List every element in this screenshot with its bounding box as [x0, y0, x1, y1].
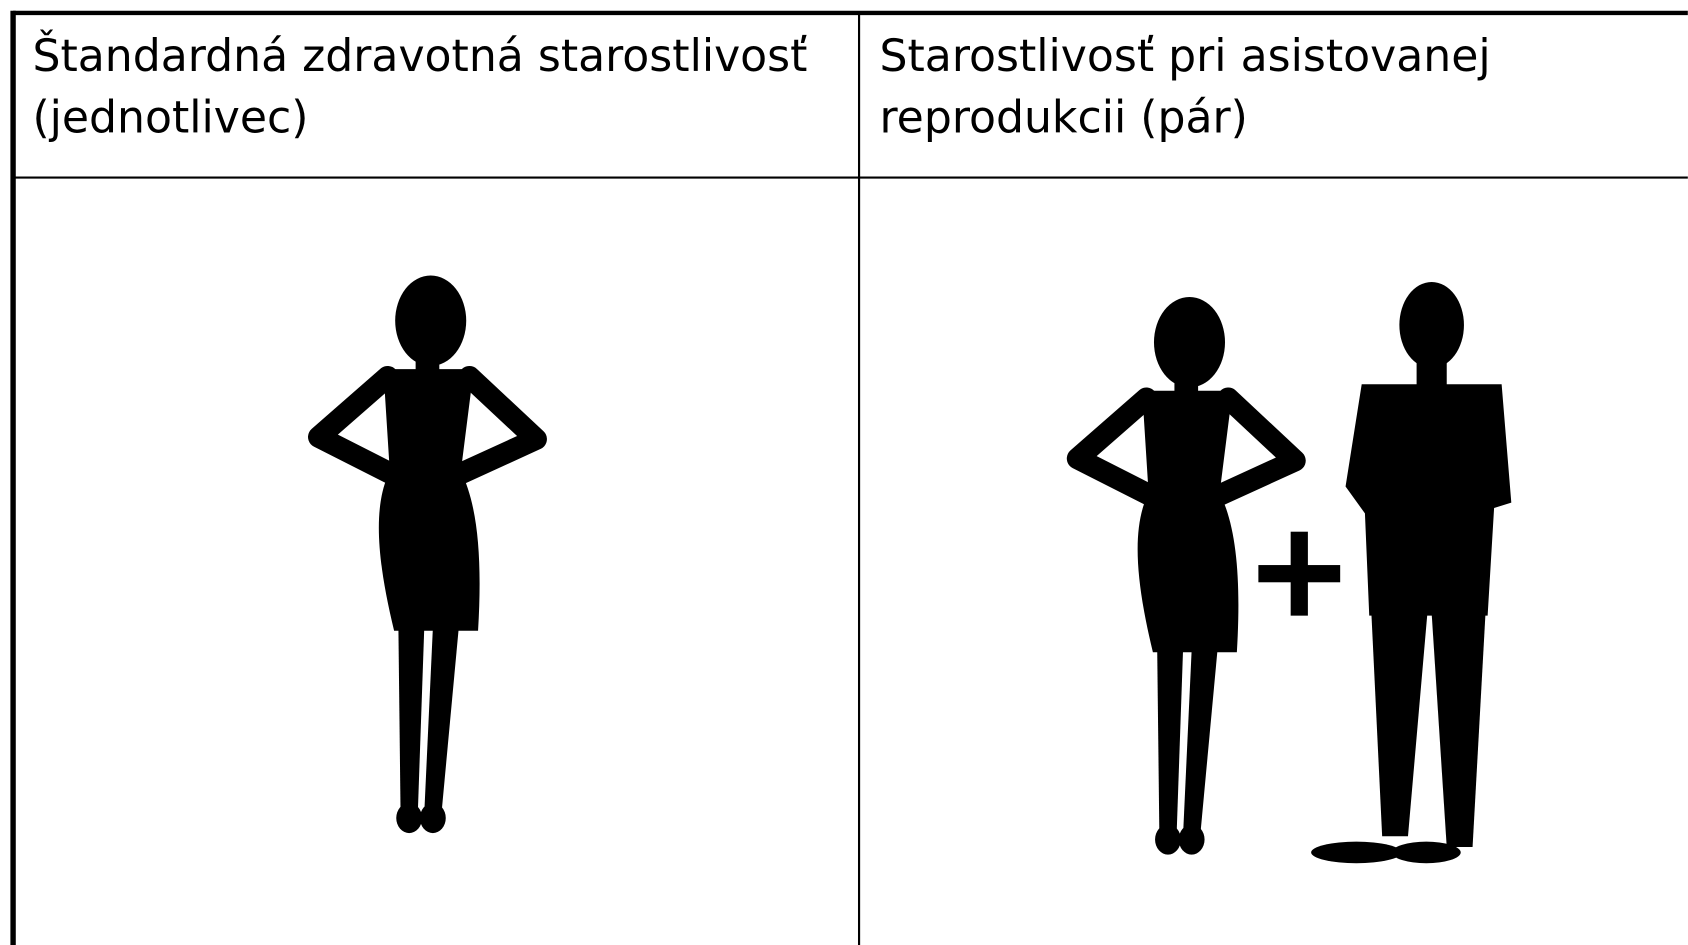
figure: Štandardná zdravotná starostlivosť(jedno… [0, 0, 1688, 945]
page: {"table": {"headers": ["Štandardná zdrav… [0, 0, 1688, 945]
